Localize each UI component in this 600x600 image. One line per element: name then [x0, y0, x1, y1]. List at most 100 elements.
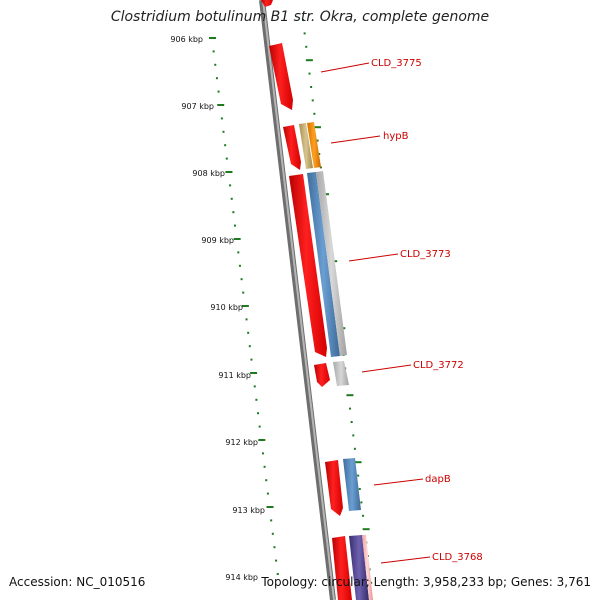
scale-tick: [261, 452, 264, 455]
genome-backbone-highlight: [262, 0, 335, 600]
scale-tick: [241, 305, 249, 307]
scale-tick: [354, 461, 362, 464]
gene-feature-cld-3768-pink: [362, 535, 373, 600]
gene-feature-cld-3773-red: [289, 174, 327, 357]
gene-label-cld-3772: CLD_3772: [413, 360, 464, 371]
scale-tick: [275, 559, 278, 562]
gene-feature-cld-3773-gray: [316, 171, 347, 356]
scale-tick: [242, 291, 245, 294]
gene-feature-hypb-orange: [307, 122, 321, 168]
gene-feature-top-partial: [261, 0, 273, 7]
scale-tick: [308, 72, 311, 75]
leader-cld-3775: [320, 62, 370, 73]
scale-label-907: 907 kbp: [181, 102, 214, 111]
genome-summary-text: Topology: circular; Length: 3,958,233 bp…: [261, 575, 591, 589]
gene-label-hypb: hypB: [383, 131, 409, 142]
scale-tick: [250, 372, 258, 374]
scale-tick: [353, 447, 356, 450]
scale-tick: [350, 421, 353, 423]
map-title: Clostridium botulinum B1 str. Okra, comp…: [110, 9, 490, 25]
scale-tick: [302, 19, 304, 21]
scale-tick: [255, 398, 258, 401]
scale-label-906: 906 kbp: [170, 35, 203, 44]
scale-tick: [319, 166, 322, 169]
scale-tick: [209, 37, 216, 39]
scale-tick: [362, 514, 365, 517]
gene-labels: CLD_3775 hypB CLD_3773 CLD_3772 dapB CLD…: [371, 58, 483, 563]
scale-label-911: 911 kbp: [218, 371, 251, 380]
scale-tick: [263, 465, 266, 468]
scale-tick: [271, 532, 274, 535]
scale-tick: [352, 434, 355, 437]
scale-label-912: 912 kbp: [225, 438, 258, 447]
scale-tick: [233, 238, 241, 240]
scale-label-910: 910 kbp: [210, 303, 243, 312]
leader-cld-3768: [380, 556, 431, 564]
scale-tick: [253, 385, 256, 388]
gene-feature-cld-3773-blue: [307, 172, 340, 357]
scale-tick: [362, 528, 370, 531]
scale-tick: [258, 439, 266, 441]
gene-feature-cld-3775: [269, 43, 293, 110]
scale-tick: [346, 394, 354, 397]
scale-tick: [358, 488, 361, 490]
scale-tick: [217, 90, 220, 93]
gene-feature-hypb-tan: [299, 123, 313, 169]
gene-label-cld-3775: CLD_3775: [371, 58, 422, 69]
scale-labels: 906 kbp 907 kbp 908 kbp 909 kbp 910 kbp …: [170, 35, 265, 582]
scale-tick: [305, 59, 313, 62]
scale-tick: [313, 112, 316, 115]
gene-label-cld-3768: CLD_3768: [432, 552, 483, 563]
leader-hypb: [330, 135, 381, 144]
scale-tick: [220, 117, 223, 120]
scale-tick: [318, 153, 321, 155]
outer-scale-ticks: [209, 37, 279, 575]
scale-tick: [311, 99, 314, 102]
scale-tick: [276, 573, 279, 575]
accession-text: Accession: NC_010516: [9, 575, 146, 589]
gene-label-cld-3773: CLD_3773: [400, 249, 451, 260]
scale-tick: [257, 412, 260, 415]
scale-tick: [217, 104, 225, 106]
scale-tick: [360, 501, 363, 504]
gene-feature-cld-3768-navy: [349, 535, 369, 600]
scale-tick: [313, 126, 321, 129]
scale-tick: [310, 86, 313, 88]
scale-tick: [316, 139, 319, 142]
scale-tick: [250, 358, 253, 361]
scale-tick: [215, 77, 218, 80]
scale-tick: [248, 345, 251, 348]
leader-cld-3773: [348, 253, 399, 262]
scale-label-908: 908 kbp: [192, 169, 225, 178]
scale-tick: [245, 318, 248, 321]
scale-tick: [225, 171, 233, 173]
scale-tick: [225, 157, 228, 160]
gene-features: [261, 0, 373, 600]
scale-tick: [303, 32, 306, 35]
scale-tick: [349, 407, 352, 410]
scale-tick: [238, 264, 241, 267]
gene-label-dapb: dapB: [425, 474, 451, 485]
gene-feature-hypb-red: [283, 125, 301, 170]
scale-tick: [265, 479, 268, 482]
scale-tick: [214, 63, 217, 66]
scale-tick: [229, 184, 232, 187]
scale-tick: [234, 224, 237, 227]
scale-tick: [222, 130, 225, 133]
label-leaders: [320, 62, 431, 564]
scale-tick: [230, 197, 233, 200]
scale-tick: [237, 251, 240, 254]
scale-label-909: 909 kbp: [201, 236, 234, 245]
scale-tick: [357, 474, 360, 477]
scale-label-913: 913 kbp: [232, 506, 265, 515]
scale-tick: [240, 278, 243, 281]
scale-tick: [266, 492, 269, 495]
scale-tick: [266, 506, 274, 508]
gene-feature-dapb-blue: [343, 458, 361, 511]
gene-feature-cld-3772-gray: [333, 361, 349, 386]
scale-tick: [273, 546, 276, 549]
gene-feature-cld-3772-red: [314, 363, 330, 387]
scale-tick: [224, 144, 227, 147]
leader-dapb: [373, 478, 424, 486]
